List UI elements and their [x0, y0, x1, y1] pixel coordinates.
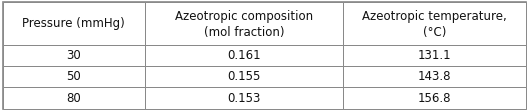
Text: (°C): (°C) — [423, 26, 446, 39]
Text: 156.8: 156.8 — [418, 92, 451, 105]
Text: 50: 50 — [67, 70, 81, 83]
Bar — [3, 2, 145, 45]
Bar — [145, 2, 343, 45]
Text: Azeotropic composition: Azeotropic composition — [175, 10, 313, 23]
Bar — [145, 45, 343, 66]
Text: 143.8: 143.8 — [418, 70, 451, 83]
Text: Azeotropic temperature,: Azeotropic temperature, — [362, 10, 507, 23]
Text: 0.161: 0.161 — [227, 49, 261, 62]
Text: 80: 80 — [67, 92, 81, 105]
Text: (mol fraction): (mol fraction) — [204, 26, 284, 39]
Text: 0.153: 0.153 — [227, 92, 261, 105]
Bar — [3, 45, 145, 66]
Bar — [145, 87, 343, 109]
Text: 0.155: 0.155 — [227, 70, 261, 83]
Bar — [343, 87, 526, 109]
Bar — [145, 66, 343, 87]
Text: 30: 30 — [67, 49, 81, 62]
Bar — [3, 87, 145, 109]
Text: 131.1: 131.1 — [418, 49, 452, 62]
Bar — [3, 66, 145, 87]
Bar — [343, 66, 526, 87]
Bar — [343, 45, 526, 66]
Bar — [343, 2, 526, 45]
Text: Pressure (mmHg): Pressure (mmHg) — [23, 17, 125, 30]
